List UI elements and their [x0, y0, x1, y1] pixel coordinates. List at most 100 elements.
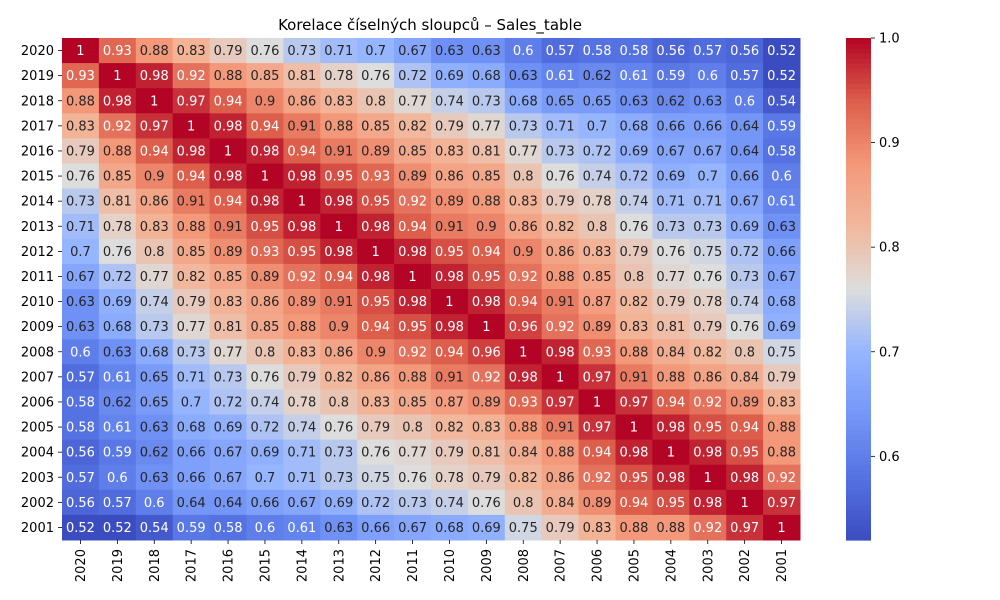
cell-value-label: 0.75: [509, 521, 538, 536]
heatmap-cell: [431, 364, 469, 390]
heatmap-cell: [172, 314, 211, 340]
heatmap-cell: [246, 414, 284, 441]
heatmap-cell: [172, 464, 211, 491]
heatmap-cell: [394, 138, 432, 164]
cell-value-label: 0.79: [656, 295, 685, 310]
colorbar-segment: [846, 198, 871, 205]
heatmap-cell: [578, 113, 616, 139]
heatmap-cell: [283, 163, 321, 190]
heatmap-cell: [726, 289, 764, 315]
heatmap-cell: [763, 163, 801, 190]
heatmap-cell: [246, 464, 284, 491]
colorbar-segment: [846, 324, 871, 330]
heatmap-cell: [763, 389, 801, 415]
colorbar-segment: [846, 399, 871, 406]
heatmap-cell: [763, 414, 801, 441]
cell-value-label: 0.86: [693, 370, 722, 385]
cell-value-label: 0.76: [398, 471, 427, 486]
cell-value-label: 0.72: [398, 69, 427, 84]
cell-value-label: 0.57: [103, 496, 132, 511]
heatmap-cell: [283, 464, 321, 491]
cell-value-label: 0.83: [66, 119, 95, 134]
heatmap-cell: [98, 163, 137, 190]
heatmap-cell: [652, 439, 690, 466]
cell-value-label: 0.73: [546, 144, 575, 159]
heatmap-cell: [320, 439, 358, 466]
colorbar: 0.6 0.7 0.8 0.9 1.0: [846, 32, 900, 541]
cell-value-label: 0.72: [619, 170, 648, 185]
colorbar-segment: [846, 243, 871, 250]
cell-value-label: 0.74: [435, 496, 464, 511]
column-tick-label: 2008: [517, 549, 532, 582]
heatmap-cell: [209, 439, 247, 466]
cell-value-label: 0.94: [583, 446, 612, 461]
heatmap-cell: [172, 88, 211, 114]
heatmap-cell: [246, 63, 284, 89]
heatmap-cell: [357, 113, 395, 139]
heatmap-cell: [652, 113, 690, 139]
heatmap-cell: [283, 213, 321, 240]
heatmap-cell: [652, 514, 690, 541]
cell-value-label: 0.92: [103, 119, 132, 134]
cell-value-label: 0.73: [140, 320, 169, 335]
colorbar-segment: [846, 48, 871, 54]
heatmap-cell: [763, 263, 801, 290]
cell-value-label: 0.71: [546, 119, 575, 134]
heatmap-cell: [467, 188, 506, 215]
cell-value-label: 1: [113, 69, 121, 84]
colorbar-segment: [846, 414, 871, 421]
cell-value-label: 0.63: [509, 69, 538, 84]
column-tick-label: 2019: [111, 549, 126, 582]
heatmap-cell: [467, 88, 506, 114]
cell-value-label: 0.78: [583, 195, 612, 210]
heatmap-cell: [98, 514, 137, 541]
heatmap-cell: [615, 113, 653, 139]
colorbar-segment: [846, 519, 871, 526]
cell-value-label: 0.95: [287, 245, 316, 260]
cell-value-label: 0.76: [619, 220, 648, 235]
cell-value-label: 0.73: [66, 195, 95, 210]
heatmap-cell: [726, 364, 764, 390]
heatmap-cell: [504, 314, 543, 340]
heatmap-cell: [394, 88, 432, 114]
heatmap-cell: [504, 63, 543, 89]
column-tick-label: 2012: [369, 549, 384, 582]
heatmap-cell: [504, 489, 543, 516]
heatmap-cell: [62, 339, 100, 365]
heatmap-cell: [763, 364, 801, 390]
colorbar-segment: [846, 123, 871, 129]
heatmap-cell: [135, 489, 174, 516]
heatmap-cell: [652, 364, 690, 390]
cell-value-label: 0.84: [509, 446, 538, 461]
heatmap-cell: [615, 489, 653, 516]
cell-value-label: 0.63: [693, 94, 722, 109]
cell-value-label: 0.52: [103, 521, 132, 536]
heatmap-cell: [98, 88, 137, 114]
cell-value-label: 0.66: [250, 496, 279, 511]
row-tick-label: 2014: [21, 195, 54, 210]
heatmap-cell: [209, 188, 247, 215]
cell-value-label: 0.59: [767, 119, 796, 134]
heatmap-cell: [578, 389, 616, 415]
cell-value-label: 0.97: [583, 421, 612, 436]
colorbar-tick-label: 0.9: [879, 136, 900, 151]
cell-value-label: 0.67: [214, 446, 243, 461]
cell-value-label: 0.74: [287, 421, 316, 436]
cell-value-label: 0.9: [513, 245, 534, 260]
cell-value-label: 0.9: [144, 170, 165, 185]
cell-value-label: 0.76: [250, 370, 279, 385]
cell-value-label: 0.66: [361, 521, 390, 536]
cell-value-label: 0.98: [435, 270, 464, 285]
cell-value-label: 0.98: [361, 220, 390, 235]
heatmap-cell: [283, 238, 321, 265]
cell-value-label: 0.63: [619, 94, 648, 109]
heatmap-cell: [209, 314, 247, 340]
cell-value-label: 0.77: [398, 446, 427, 461]
heatmap-cell: [62, 414, 100, 441]
column-tick-label: 2007: [554, 549, 569, 582]
heatmap-cell: [541, 414, 580, 441]
colorbar-segment: [846, 63, 871, 69]
heatmap-cell: [320, 314, 358, 340]
heatmap-cell: [652, 63, 690, 89]
heatmap-cell: [467, 389, 506, 415]
